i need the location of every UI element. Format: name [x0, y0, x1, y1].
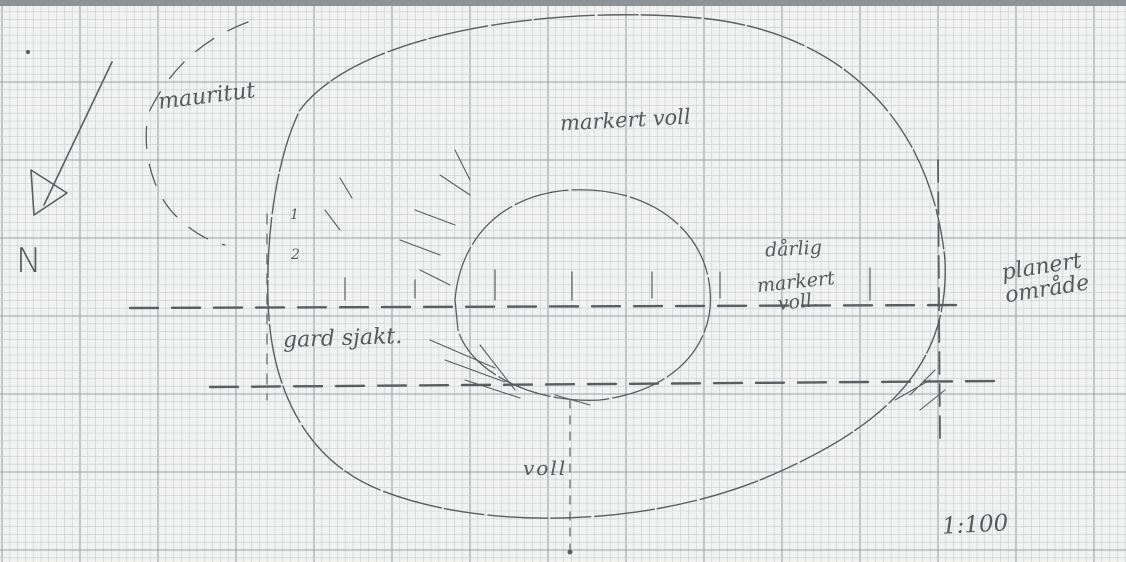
outer-mound-outline [267, 14, 946, 519]
mauritut-outline [145, 21, 249, 246]
depth-mark-1: 1 [290, 207, 299, 223]
hatching [324, 149, 591, 406]
poor-label: dårlig [764, 236, 823, 262]
scale-label: 1:100 [941, 510, 1009, 540]
paper-top-edge [0, 0, 1126, 6]
north-label: N [16, 241, 42, 281]
hatching-right [894, 369, 946, 411]
trench-label: gard sjakt. [282, 323, 403, 354]
dot-mark [567, 549, 573, 555]
mound-label: voll [523, 456, 568, 480]
dot-mark [25, 49, 31, 55]
trench-top-line [128, 303, 962, 310]
trench-bottom-line [208, 379, 1002, 389]
trench-ticks [344, 267, 871, 301]
depth-mark-2: 2 [291, 247, 300, 263]
north-arrow-icon [30, 61, 113, 216]
inner-mound-outline [454, 189, 712, 401]
planned-area-boundary [937, 159, 941, 441]
poor-marked-mound-label: markert voll. [756, 267, 838, 317]
